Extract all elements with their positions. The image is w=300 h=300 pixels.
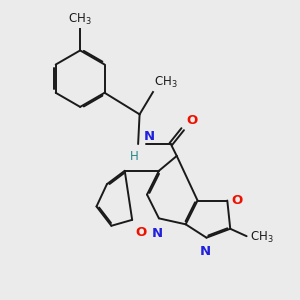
Text: CH$_3$: CH$_3$: [154, 75, 178, 90]
Text: CH$_3$: CH$_3$: [68, 12, 92, 27]
Text: O: O: [232, 194, 243, 207]
Text: N: N: [144, 130, 155, 143]
Text: N: N: [152, 227, 163, 240]
Text: O: O: [186, 114, 197, 127]
Text: N: N: [200, 245, 211, 258]
Text: CH$_3$: CH$_3$: [250, 230, 273, 245]
Text: O: O: [135, 226, 146, 239]
Text: H: H: [130, 150, 139, 163]
